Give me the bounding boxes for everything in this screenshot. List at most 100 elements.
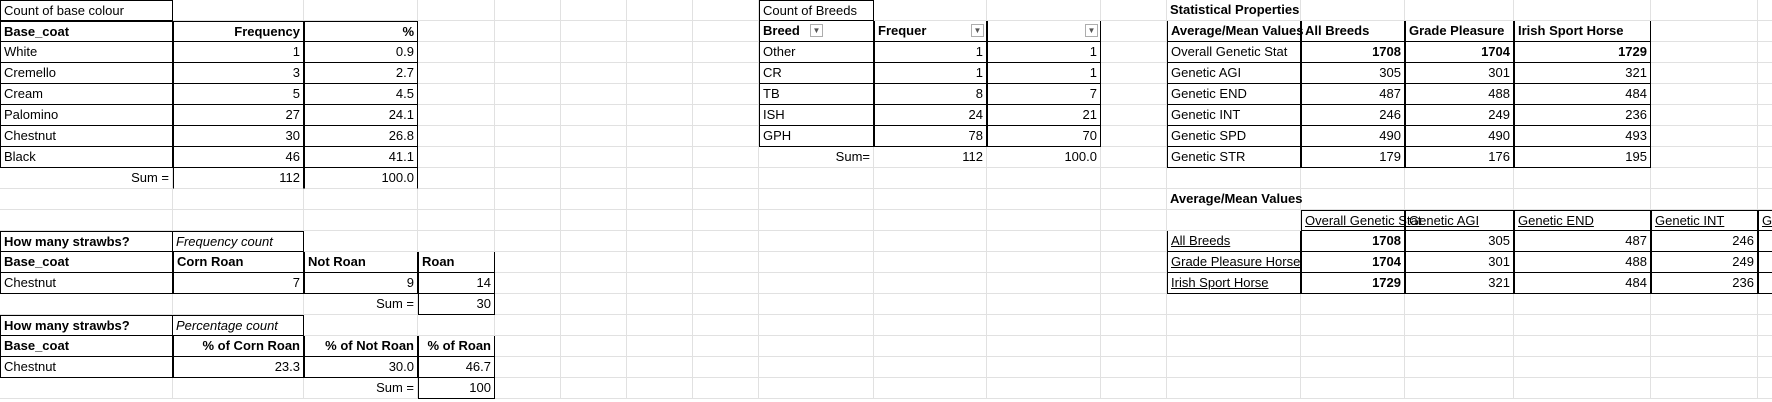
empty-cell[interactable] (1405, 315, 1514, 336)
empty-cell[interactable] (561, 0, 627, 21)
empty-cell[interactable] (874, 0, 987, 21)
empty-cell[interactable] (627, 21, 693, 42)
empty-cell[interactable] (1405, 168, 1514, 189)
value-cell[interactable]: 30 (173, 126, 304, 147)
value-cell[interactable]: 78 (874, 126, 987, 147)
empty-cell[interactable] (495, 210, 561, 231)
empty-cell[interactable] (1758, 126, 1772, 147)
row-label[interactable]: White (0, 42, 173, 63)
empty-cell[interactable] (987, 336, 1101, 357)
value-cell[interactable]: 484 (1514, 84, 1651, 105)
empty-cell[interactable] (1301, 336, 1405, 357)
row-label[interactable]: TB (759, 84, 874, 105)
empty-cell[interactable] (495, 0, 561, 21)
empty-cell[interactable] (304, 231, 418, 252)
empty-cell[interactable] (1514, 189, 1651, 210)
value-cell[interactable]: 179 (1301, 147, 1405, 168)
empty-cell[interactable] (987, 168, 1101, 189)
empty-cell[interactable] (693, 84, 759, 105)
empty-cell[interactable] (1405, 336, 1514, 357)
empty-cell[interactable] (495, 378, 561, 399)
column-header[interactable]: Roan (418, 252, 495, 273)
value-cell[interactable]: 305 (1405, 231, 1514, 252)
value-cell[interactable]: 249 (1405, 105, 1514, 126)
empty-cell[interactable] (759, 378, 874, 399)
empty-cell[interactable] (1651, 42, 1758, 63)
sum-value[interactable]: 100 (418, 378, 495, 399)
empty-cell[interactable] (495, 21, 561, 42)
empty-cell[interactable] (627, 189, 693, 210)
empty-cell[interactable] (495, 273, 561, 294)
row-label[interactable]: All Breeds (1167, 231, 1301, 252)
empty-cell[interactable] (693, 63, 759, 84)
empty-cell[interactable] (1758, 147, 1772, 168)
empty-cell[interactable] (495, 315, 561, 336)
column-header[interactable]: Not Roan (304, 252, 418, 273)
value-cell[interactable]: 301 (1405, 252, 1514, 273)
empty-cell[interactable] (495, 84, 561, 105)
empty-cell[interactable] (987, 273, 1101, 294)
value-cell[interactable]: 493 (1514, 126, 1651, 147)
value-cell[interactable]: 4.5 (304, 84, 418, 105)
value-cell[interactable]: 27 (173, 105, 304, 126)
empty-cell[interactable] (1758, 357, 1772, 378)
empty-cell[interactable] (418, 63, 495, 84)
empty-cell[interactable] (304, 0, 418, 21)
empty-cell[interactable] (874, 273, 987, 294)
empty-cell[interactable] (1758, 0, 1772, 21)
empty-cell[interactable] (173, 210, 304, 231)
row-label[interactable]: Genetic AGI (1167, 63, 1301, 84)
empty-cell[interactable] (495, 357, 561, 378)
empty-cell[interactable] (1101, 273, 1167, 294)
empty-cell[interactable] (759, 357, 874, 378)
empty-cell[interactable] (0, 189, 173, 210)
empty-cell[interactable] (561, 42, 627, 63)
empty-cell[interactable] (693, 315, 759, 336)
empty-cell[interactable] (0, 378, 173, 399)
empty-cell[interactable] (418, 189, 495, 210)
value-cell[interactable]: 246 (1651, 231, 1758, 252)
empty-cell[interactable] (561, 294, 627, 315)
empty-cell[interactable] (304, 189, 418, 210)
empty-cell[interactable] (561, 273, 627, 294)
value-cell[interactable]: 321 (1514, 63, 1651, 84)
empty-cell[interactable] (173, 0, 304, 21)
row-label[interactable]: Chestnut (0, 357, 173, 378)
empty-cell[interactable] (418, 147, 495, 168)
empty-cell[interactable] (987, 0, 1101, 21)
empty-cell[interactable] (561, 378, 627, 399)
empty-cell[interactable] (627, 378, 693, 399)
empty-cell[interactable] (1101, 315, 1167, 336)
value-cell[interactable]: 490 (1758, 231, 1772, 252)
filter-dropdown-icon[interactable]: ▼ (971, 24, 984, 37)
empty-cell[interactable] (874, 168, 987, 189)
column-header[interactable]: Frequency (173, 21, 304, 42)
empty-cell[interactable] (693, 252, 759, 273)
empty-cell[interactable] (1651, 84, 1758, 105)
empty-cell[interactable] (418, 231, 495, 252)
empty-cell[interactable] (987, 378, 1101, 399)
empty-cell[interactable] (1101, 63, 1167, 84)
empty-cell[interactable] (495, 189, 561, 210)
empty-cell[interactable] (495, 336, 561, 357)
value-cell[interactable]: 1708 (1301, 231, 1405, 252)
empty-cell[interactable] (693, 378, 759, 399)
value-cell[interactable]: 14 (418, 273, 495, 294)
empty-cell[interactable] (561, 231, 627, 252)
value-cell[interactable]: 70 (987, 126, 1101, 147)
empty-cell[interactable] (561, 336, 627, 357)
empty-cell[interactable] (1758, 189, 1772, 210)
empty-cell[interactable] (1758, 168, 1772, 189)
value-cell[interactable]: 1 (173, 42, 304, 63)
empty-cell[interactable] (418, 126, 495, 147)
value-cell[interactable]: 1 (987, 42, 1101, 63)
empty-cell[interactable] (987, 210, 1101, 231)
empty-cell[interactable] (1758, 21, 1772, 42)
empty-cell[interactable] (1167, 357, 1301, 378)
value-cell[interactable]: 1729 (1514, 42, 1651, 63)
empty-cell[interactable] (1651, 168, 1758, 189)
row-label[interactable]: Overall Genetic Stat (1167, 42, 1301, 63)
sum-label[interactable]: Sum = (0, 168, 173, 189)
value-cell[interactable]: 1 (874, 42, 987, 63)
empty-cell[interactable] (1301, 168, 1405, 189)
